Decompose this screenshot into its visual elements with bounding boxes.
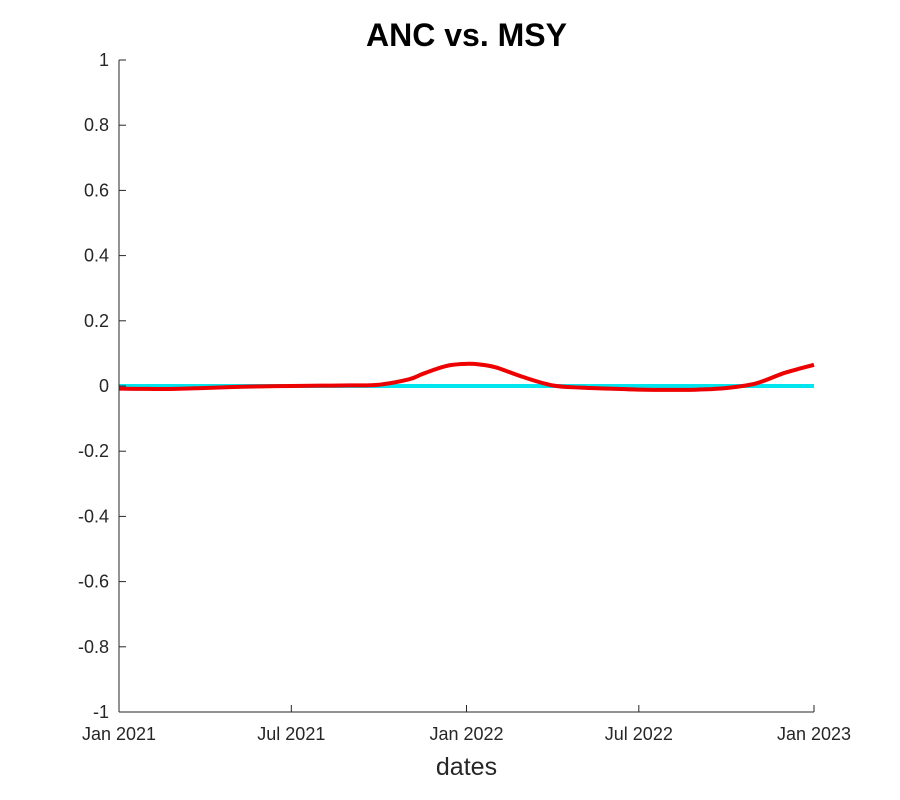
- chart-title: ANC vs. MSY: [366, 17, 567, 53]
- x-tick-label: Jan 2022: [429, 724, 503, 744]
- y-tick-label: 0.2: [84, 311, 109, 331]
- y-tick-label: -0.8: [78, 637, 109, 657]
- y-tick-label: -0.6: [78, 572, 109, 592]
- y-tick-label: -1: [93, 702, 109, 722]
- x-tick-label: Jan 2023: [777, 724, 851, 744]
- x-tick-label: Jul 2022: [605, 724, 673, 744]
- x-tick-label: Jul 2021: [257, 724, 325, 744]
- series-layer: [118, 361, 815, 392]
- y-tick-label: 0.4: [84, 246, 109, 266]
- y-tick-label: 1: [99, 50, 109, 70]
- y-tick-label: 0: [99, 376, 109, 396]
- y-tick-label: -0.4: [78, 506, 109, 526]
- y-tick-label: 0.8: [84, 115, 109, 135]
- y-tick-label: -0.2: [78, 441, 109, 461]
- x-axis-label: dates: [436, 753, 497, 781]
- x-tick-label: Jan 2021: [82, 724, 156, 744]
- series-line-2: [118, 361, 815, 392]
- y-tick-label: 0.6: [84, 180, 109, 200]
